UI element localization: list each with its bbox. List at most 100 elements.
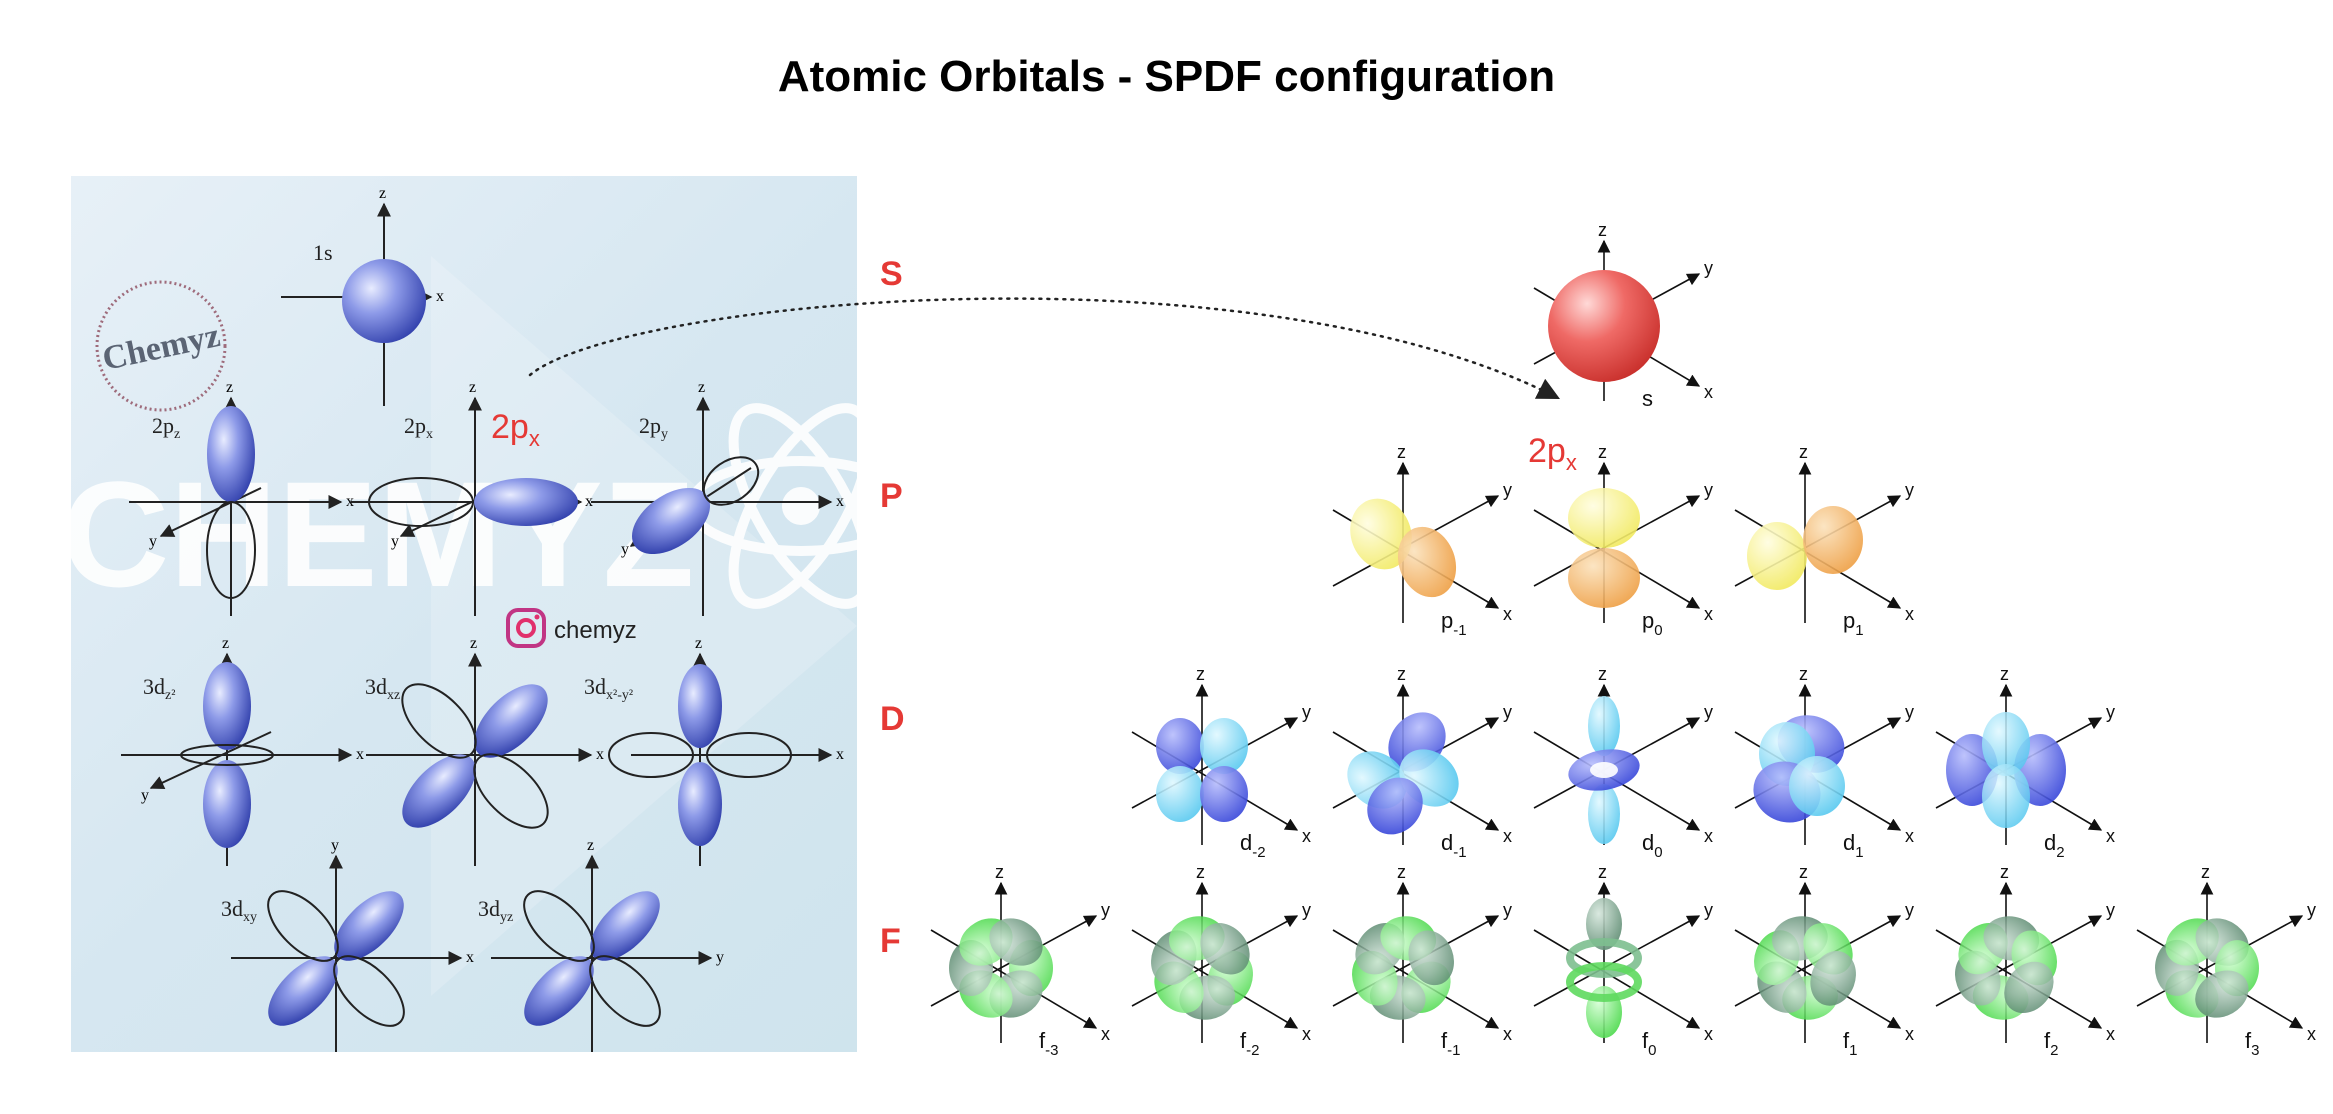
orbital-s: z y x s (1533, 220, 1713, 411)
axis-label-y: y (1503, 702, 1512, 722)
axis-label-x: x (1503, 826, 1512, 846)
svg-text:y: y (331, 837, 339, 854)
axis-label-y: y (2106, 900, 2115, 920)
orbital-3dx2y2: x z (608, 635, 844, 866)
axis-label-x: x (1905, 826, 1914, 846)
label-3dz2: 3dz² (143, 674, 175, 703)
axis-label-y: y (1101, 900, 1110, 920)
axis-label-x: x (1704, 604, 1713, 624)
label-2pz: 2pz (152, 413, 180, 442)
orbital-label: d1 (1843, 830, 1864, 861)
orbital-d0: z y x d0 (1533, 664, 1713, 861)
axis-label-z: z (1598, 664, 1607, 684)
axis-label-y: y (2106, 702, 2115, 722)
orbital-1s: x z (281, 185, 444, 406)
orbital-f3: z y x f3 (2136, 862, 2316, 1059)
axis-label-x: x (1905, 1024, 1914, 1044)
axis-label-y: y (2307, 900, 2316, 920)
axis-label-z: z (1397, 862, 1406, 882)
axis-label-z: z (1196, 664, 1205, 684)
axis-label-x: x (2106, 1024, 2115, 1044)
svg-text:y: y (391, 533, 399, 550)
row-letter-f: F (880, 922, 901, 960)
axis-label-z: z (1397, 664, 1406, 684)
svg-text:z: z (698, 379, 705, 396)
orbital-d2: z y x d2 (1935, 664, 2115, 861)
axis-label-y: y (1302, 702, 1311, 722)
axis-label-y: y (1704, 258, 1713, 278)
axis-label-y: y (1905, 480, 1914, 500)
orbital-f-3: z y x f-3 (930, 862, 1110, 1059)
orbital-label: p1 (1843, 608, 1864, 639)
axis-label-x: x (1905, 604, 1914, 624)
svg-text:z: z (226, 379, 233, 396)
orbital-label: f0 (1642, 1028, 1656, 1059)
orbital-label: p-1 (1441, 608, 1467, 639)
orbital-f-2: z y x f-2 (1131, 862, 1311, 1059)
svg-text:z: z (469, 379, 476, 396)
panel-drawing: CHEMYZ Chemyz x z x (71, 185, 857, 1052)
row-letter-s: S (880, 255, 903, 293)
label-3dyz: 3dyz (478, 896, 513, 925)
label-2py: 2py (639, 413, 668, 442)
orbital-label: p0 (1642, 608, 1663, 639)
orbital-label: f-1 (1441, 1028, 1460, 1059)
svg-text:y: y (716, 949, 724, 966)
axis-label-x: x (2307, 1024, 2316, 1044)
axis-label-y: y (1704, 480, 1713, 500)
axis-label-x: x (1101, 1024, 1110, 1044)
orbital-3dz2: x z y (121, 635, 364, 866)
axis-label-x: x (1704, 1024, 1713, 1044)
axis-label-z: z (2000, 664, 2009, 684)
axis-label-z: z (995, 862, 1004, 882)
label-3dxz: 3dxz (365, 674, 400, 703)
reference-orbital-panel: CHEMYZ Chemyz x z x (71, 176, 857, 1052)
orbital-3dyz: y z (491, 837, 724, 1052)
panel-highlight-label: 2px (491, 408, 540, 451)
axis-label-z: z (2201, 862, 2210, 882)
svg-text:x: x (356, 746, 364, 763)
orbital-2py: x z y (591, 379, 844, 616)
axis-label-x: x (1704, 382, 1713, 402)
orbital-f-1: z y x f-1 (1332, 862, 1512, 1059)
orbital-p0: z y x p0 (1533, 442, 1713, 639)
orbital-d-1: z y x d-1 (1332, 664, 1512, 861)
axis-label-z: z (1598, 220, 1607, 240)
axis-label-x: x (1503, 1024, 1512, 1044)
svg-text:x: x (466, 949, 474, 966)
orbital-label: s (1642, 386, 1653, 411)
orbital-p1: z y x p1 (1734, 442, 1914, 639)
page-title: Atomic Orbitals - SPDF configuration (777, 52, 1556, 101)
orbital-f0: z y x f0 (1533, 862, 1713, 1059)
row-letter-d: D (880, 700, 905, 738)
orbital-3dxy: x y (231, 837, 474, 1052)
svg-text:z: z (222, 635, 229, 652)
svg-text:z: z (470, 635, 477, 652)
axis-label-x: x (1704, 826, 1713, 846)
svg-text:z: z (379, 185, 386, 202)
svg-text:x: x (346, 493, 354, 510)
svg-text:x: x (836, 493, 844, 510)
orbital-label: d2 (2044, 830, 2065, 861)
instagram-handle: chemyz (554, 617, 637, 644)
axis-label-y: y (1302, 900, 1311, 920)
svg-text:x: x (596, 746, 604, 763)
panel-sheen (431, 256, 857, 996)
axis-label-z: z (1598, 862, 1607, 882)
axis-label-x: x (1302, 826, 1311, 846)
svg-text:x: x (836, 746, 844, 763)
orbital-d-2: z y x d-2 (1131, 664, 1311, 861)
axis-label-x: x (1503, 604, 1512, 624)
svg-text:z: z (695, 635, 702, 652)
orbital-f2: z y x f2 (1935, 862, 2115, 1059)
orbital-label: f-2 (1240, 1028, 1259, 1059)
orbital-label: d-1 (1441, 830, 1467, 861)
orbital-label: f3 (2245, 1028, 2259, 1059)
axis-label-y: y (1905, 702, 1914, 722)
axis-label-y: y (1503, 480, 1512, 500)
svg-text:z: z (587, 837, 594, 854)
orbital-2px: x z y (351, 379, 593, 616)
label-2px: 2px (404, 413, 433, 442)
row-letter-p: P (880, 477, 903, 515)
